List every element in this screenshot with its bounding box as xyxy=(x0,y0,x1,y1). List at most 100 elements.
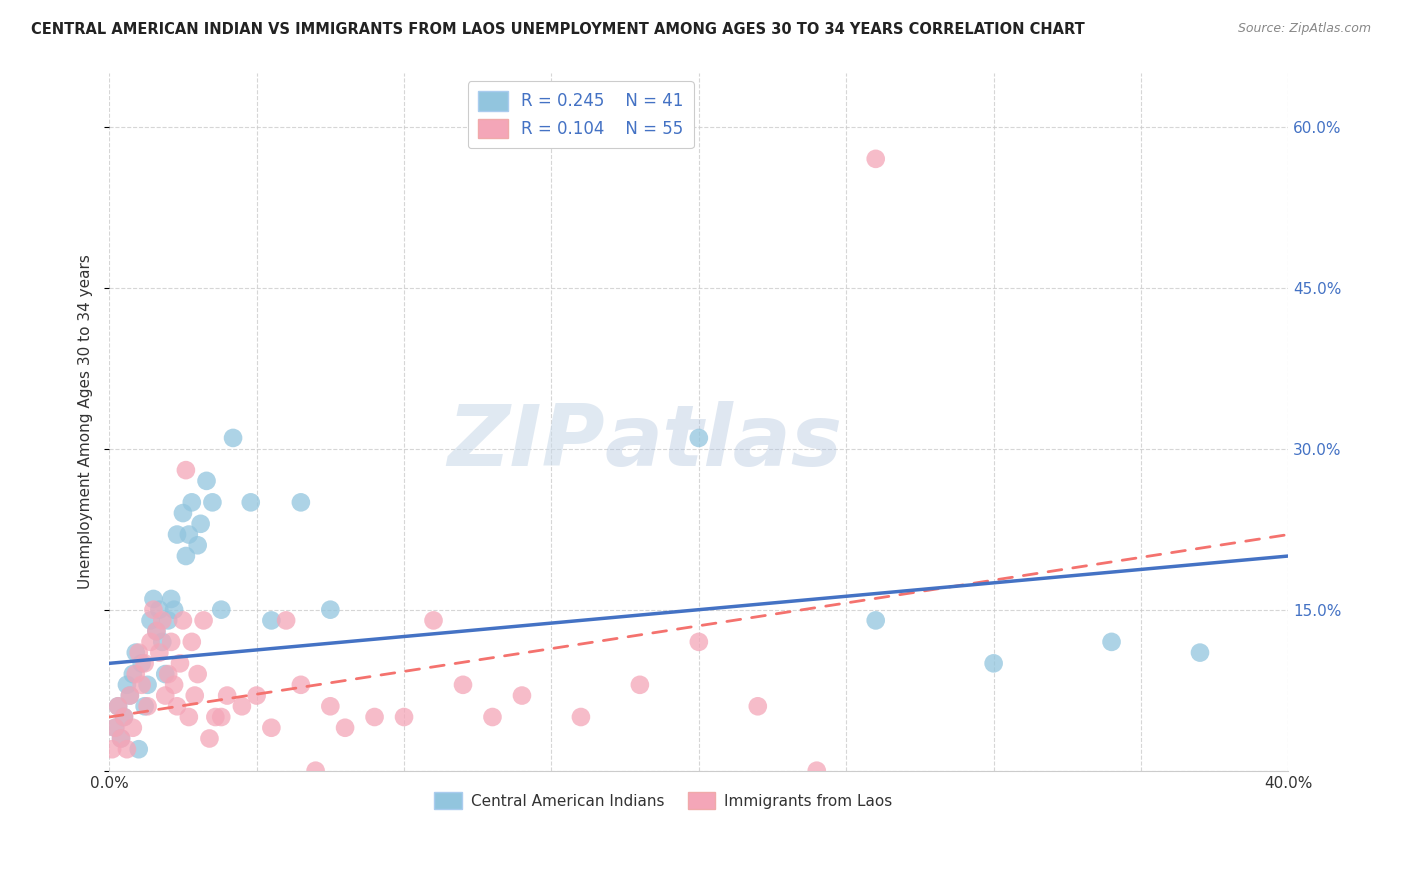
Point xyxy=(184,689,207,703)
Point xyxy=(1101,635,1123,649)
Point xyxy=(806,764,828,778)
Point xyxy=(628,678,651,692)
Point xyxy=(174,549,197,563)
Point xyxy=(104,721,127,735)
Text: CENTRAL AMERICAN INDIAN VS IMMIGRANTS FROM LAOS UNEMPLOYMENT AMONG AGES 30 TO 34: CENTRAL AMERICAN INDIAN VS IMMIGRANTS FR… xyxy=(31,22,1084,37)
Point xyxy=(260,721,283,735)
Point xyxy=(118,689,141,703)
Point xyxy=(363,710,385,724)
Point xyxy=(115,678,138,692)
Point xyxy=(481,710,503,724)
Point xyxy=(688,431,710,445)
Point xyxy=(136,699,159,714)
Point xyxy=(104,721,127,735)
Point xyxy=(304,764,326,778)
Point xyxy=(112,710,135,724)
Point xyxy=(166,699,188,714)
Point xyxy=(198,731,221,746)
Point xyxy=(319,699,342,714)
Point xyxy=(239,495,262,509)
Point xyxy=(163,678,186,692)
Point xyxy=(172,614,194,628)
Point xyxy=(107,699,129,714)
Point xyxy=(163,602,186,616)
Point xyxy=(510,689,533,703)
Legend: Central American Indians, Immigrants from Laos: Central American Indians, Immigrants fro… xyxy=(429,786,898,815)
Point xyxy=(195,474,218,488)
Text: atlas: atlas xyxy=(605,401,842,484)
Point xyxy=(139,635,162,649)
Point xyxy=(110,731,132,746)
Point xyxy=(128,646,150,660)
Point xyxy=(169,657,191,671)
Point xyxy=(148,602,170,616)
Point xyxy=(688,635,710,649)
Point xyxy=(150,635,173,649)
Point xyxy=(139,614,162,628)
Point xyxy=(187,538,209,552)
Point xyxy=(160,591,183,606)
Point xyxy=(150,614,173,628)
Point xyxy=(125,646,148,660)
Point xyxy=(131,657,153,671)
Point xyxy=(142,591,165,606)
Point xyxy=(172,506,194,520)
Text: Source: ZipAtlas.com: Source: ZipAtlas.com xyxy=(1237,22,1371,36)
Point xyxy=(157,667,180,681)
Point xyxy=(112,710,135,724)
Point xyxy=(209,710,232,724)
Point xyxy=(121,721,143,735)
Point xyxy=(155,689,177,703)
Point xyxy=(193,614,215,628)
Point xyxy=(246,689,269,703)
Point xyxy=(1188,646,1211,660)
Point xyxy=(180,635,202,649)
Point xyxy=(166,527,188,541)
Point xyxy=(333,721,356,735)
Text: ZIP: ZIP xyxy=(447,401,605,484)
Point xyxy=(222,431,245,445)
Point xyxy=(260,614,283,628)
Point xyxy=(983,657,1005,671)
Point xyxy=(865,614,887,628)
Point xyxy=(155,667,177,681)
Point xyxy=(145,624,167,639)
Point xyxy=(569,710,592,724)
Point xyxy=(190,516,212,531)
Point xyxy=(451,678,474,692)
Point xyxy=(422,614,444,628)
Point xyxy=(115,742,138,756)
Point xyxy=(177,710,200,724)
Point xyxy=(177,527,200,541)
Point xyxy=(290,678,312,692)
Point xyxy=(274,614,297,628)
Point xyxy=(180,495,202,509)
Point xyxy=(134,657,156,671)
Point xyxy=(160,635,183,649)
Point xyxy=(209,602,232,616)
Point xyxy=(231,699,253,714)
Point xyxy=(121,667,143,681)
Point xyxy=(128,742,150,756)
Point xyxy=(319,602,342,616)
Point xyxy=(101,742,124,756)
Point xyxy=(747,699,769,714)
Point xyxy=(134,699,156,714)
Point xyxy=(187,667,209,681)
Point xyxy=(157,614,180,628)
Point xyxy=(125,667,148,681)
Point xyxy=(118,689,141,703)
Point xyxy=(142,602,165,616)
Point xyxy=(107,699,129,714)
Point xyxy=(174,463,197,477)
Point xyxy=(110,731,132,746)
Point xyxy=(392,710,415,724)
Point xyxy=(148,646,170,660)
Point xyxy=(201,495,224,509)
Point xyxy=(131,678,153,692)
Point xyxy=(217,689,239,703)
Point xyxy=(136,678,159,692)
Point xyxy=(204,710,226,724)
Point xyxy=(290,495,312,509)
Point xyxy=(865,152,887,166)
